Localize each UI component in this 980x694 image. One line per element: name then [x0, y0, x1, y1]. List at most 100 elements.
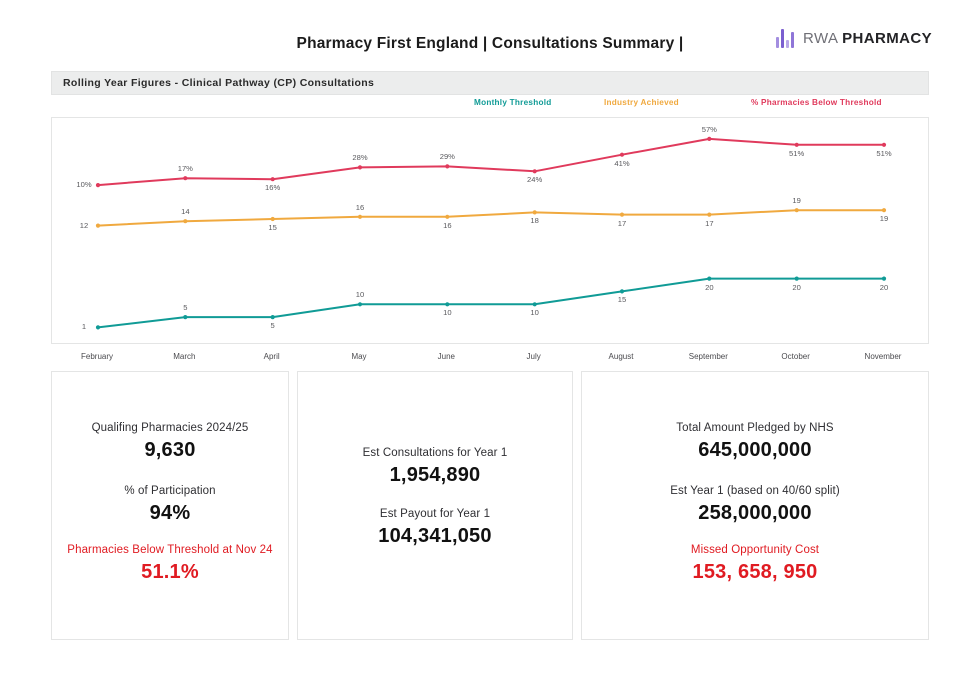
chart-legend: Monthly Threshold Industry Achieved % Phar…	[51, 98, 929, 114]
data-point	[270, 315, 275, 320]
data-point	[183, 315, 188, 320]
data-point	[270, 177, 275, 182]
data-label: 10	[443, 308, 452, 318]
kpi-label: Pharmacies Below Threshold at Nov 24	[67, 544, 273, 556]
data-point	[707, 276, 712, 281]
data-point	[445, 302, 450, 307]
kpi-label: Total Amount Pledged by NHS	[676, 422, 834, 434]
data-point	[881, 142, 887, 147]
data-point	[532, 302, 537, 307]
kpi-label: % of Participation	[124, 485, 216, 497]
series-line-2	[97, 277, 885, 329]
kpi-block: Total Amount Pledged by NHS 645,000,000	[582, 421, 928, 462]
data-point	[619, 289, 625, 294]
data-label: 10	[355, 290, 365, 300]
x-axis-tick-5: July	[526, 352, 541, 361]
kpi-label: Qualifing Pharmacies 2024/25	[91, 422, 249, 434]
data-label: 15	[268, 223, 277, 232]
logo-name: RWA	[803, 29, 838, 47]
x-axis-tick-6: August	[608, 352, 634, 361]
data-label: 17	[617, 218, 627, 228]
series-line-0	[97, 137, 885, 187]
data-point	[532, 169, 537, 174]
kpi-value: 51.1%	[141, 560, 199, 583]
kpi-value: 1,954,890	[389, 463, 481, 486]
data-point	[794, 208, 799, 213]
data-label: 16	[443, 220, 452, 230]
kpi-value: 94%	[149, 501, 191, 524]
kpi-block: Est Payout for Year 1 104,341,050	[298, 507, 572, 548]
data-point	[357, 165, 363, 170]
chart-panel: 10% 17% 16% 28% 29% 24% 41% 57% 51% 51% 12 14 15 16 16…	[51, 117, 929, 344]
data-point	[357, 302, 363, 307]
data-label: 19	[792, 196, 801, 206]
line-chart-plot: 10% 17% 16% 28% 29% 24% 41% 57% 51% 51% 12 14 15 16 16…	[52, 118, 930, 345]
data-point	[707, 212, 712, 217]
kpi-block: % of Participation 94%	[52, 484, 288, 525]
kpi-block: Est Consultations for Year 1 1,954,890	[298, 446, 572, 487]
data-label: 15	[617, 295, 627, 305]
data-label: 12	[79, 220, 89, 230]
data-label: 20	[705, 282, 714, 292]
kpi-label: Est Consultations for Year 1	[362, 447, 508, 459]
data-label: 10	[530, 308, 539, 318]
chart-x-axis: February March April May June July August Septe…	[51, 352, 929, 368]
x-axis-tick-9: November	[864, 352, 902, 361]
data-point	[881, 208, 887, 213]
data-label: 18	[530, 216, 539, 226]
page-header: Pharmacy First England | Consultations S…	[0, 0, 980, 70]
kpi-value: 258,000,000	[698, 501, 812, 524]
data-point	[445, 214, 450, 219]
data-label: 29%	[439, 152, 455, 162]
data-label: 1	[81, 322, 87, 332]
data-point	[881, 276, 887, 281]
x-axis-tick-2: April	[263, 352, 280, 361]
page-title: Pharmacy First England | Consultations S…	[296, 35, 684, 52]
data-point	[95, 183, 101, 188]
data-label: 16%	[265, 183, 281, 193]
legend-item-1: Industry Achieved	[604, 98, 679, 107]
data-label: 28%	[352, 153, 368, 163]
kpi-value: 104,341,050	[378, 524, 492, 547]
kpi-label: Missed Opportunity Cost	[690, 544, 820, 556]
data-label: 51%	[876, 148, 892, 158]
kpi-block: Qualifing Pharmacies 2024/25 9,630	[52, 421, 288, 462]
x-axis-tick-3: May	[351, 352, 367, 361]
data-point	[183, 176, 188, 181]
legend-item-2: % Pharmacies Below Threshold	[751, 98, 882, 107]
data-point	[707, 136, 712, 141]
data-label: 17%	[177, 164, 193, 174]
data-point	[619, 152, 625, 157]
kpi-value: 645,000,000	[698, 438, 812, 461]
data-label: 10%	[76, 180, 92, 190]
kpi-value: 9,630	[144, 438, 196, 461]
data-point	[445, 164, 450, 169]
data-label: 17	[705, 218, 714, 228]
series-line-1	[97, 209, 885, 227]
data-label: 14	[181, 207, 190, 217]
data-label: 24%	[527, 175, 543, 185]
x-axis-tick-7: September	[688, 352, 728, 361]
kpi-card-pharmacies: Qualifing Pharmacies 2024/25 9,630 % of Pa…	[51, 371, 289, 640]
data-label: 41%	[614, 158, 630, 168]
data-label: 51%	[789, 148, 805, 158]
kpi-block: Missed Opportunity Cost 153, 658, 950	[582, 543, 928, 584]
data-label: 16	[355, 202, 365, 212]
data-label: 57%	[701, 124, 717, 134]
kpi-card-funding: Total Amount Pledged by NHS 645,000,000 Es…	[581, 371, 929, 640]
data-label: 19	[879, 214, 889, 224]
section-header-label: Rolling Year Figures - Clinical Pathway …	[63, 77, 375, 89]
logo-text: RWA PHARMACY	[803, 30, 932, 47]
data-label: 20	[879, 282, 889, 292]
data-label: 20	[792, 282, 801, 292]
brand-logo: RWA PHARMACY	[776, 28, 932, 48]
data-point	[357, 214, 363, 219]
kpi-block: Est Year 1 (based on 40/60 split) 258,000…	[582, 484, 928, 525]
x-axis-tick-4: June	[437, 352, 456, 361]
kpi-value: 153, 658, 950	[692, 560, 818, 583]
legend-item-0: Monthly Threshold	[474, 98, 552, 107]
kpi-label: Est Payout for Year 1	[379, 508, 491, 520]
data-point	[183, 219, 188, 224]
section-header-bar: Rolling Year Figures - Clinical Pathway …	[51, 71, 929, 95]
data-point	[95, 223, 101, 228]
